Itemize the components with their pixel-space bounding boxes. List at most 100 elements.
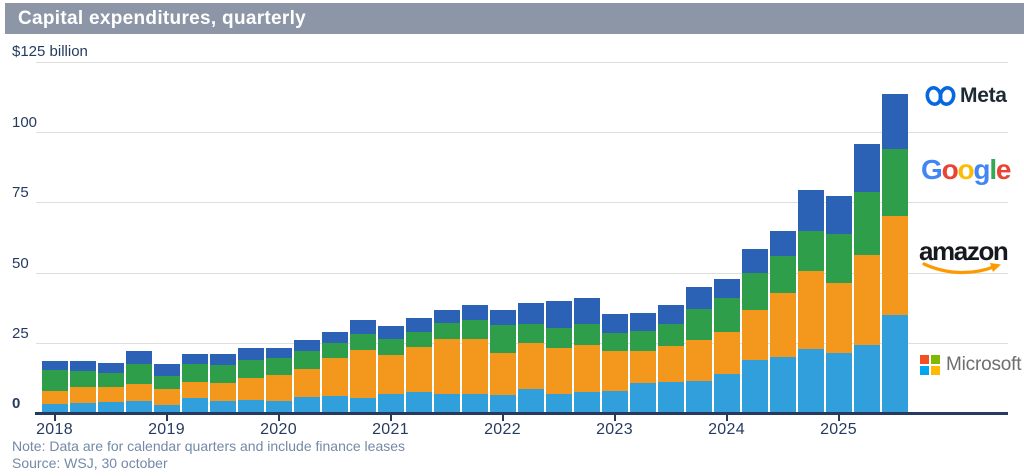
- x-tick-2024: [725, 415, 728, 421]
- bar-segment-2018-Q2-microsoft: [69, 402, 96, 413]
- gridline-100: [36, 132, 1008, 133]
- bar-segment-2021-Q4-google: [461, 319, 488, 340]
- x-axis-label-2024: 2024: [708, 421, 745, 438]
- bar-segment-2019-Q2-microsoft: [181, 398, 208, 413]
- legend-item-meta: Meta: [925, 84, 1007, 108]
- bar-segment-2020-Q3-google: [321, 343, 348, 359]
- bar-segment-2019-Q4-amazon: [237, 377, 264, 401]
- bar-segment-2024-Q1-meta: [713, 278, 740, 298]
- bar-segment-2023-Q2-google: [629, 331, 656, 351]
- legend-label-microsoft: Microsoft: [946, 354, 1022, 375]
- bar-segment-2024-Q2-amazon: [741, 310, 768, 360]
- y-tick-label-50: 50: [12, 254, 29, 272]
- bar-segment-2018-Q3-amazon: [97, 387, 124, 403]
- bar-segment-2022-Q4-google: [573, 323, 600, 346]
- bar-segment-2021-Q1-google: [377, 338, 404, 356]
- bar-segment-2022-Q2-amazon: [517, 343, 544, 389]
- bar-segment-2020-Q4-amazon: [349, 350, 376, 398]
- bar-segment-2021-Q2-microsoft: [405, 392, 432, 413]
- bar-segment-2021-Q2-google: [405, 331, 432, 347]
- bar-segment-2021-Q4-meta: [461, 304, 488, 320]
- google-letter: g: [973, 154, 990, 185]
- bar-segment-2021-Q4-amazon: [461, 339, 488, 394]
- bar-segment-2024-Q1-google: [713, 297, 740, 332]
- bar-segment-2024-Q2-meta: [741, 249, 768, 274]
- bar-segment-2020-Q2-meta: [293, 339, 320, 352]
- x-axis-label-2023: 2023: [596, 421, 633, 438]
- bar-segment-2023-Q2-amazon: [629, 350, 656, 383]
- bar-segment-2019-Q2-google: [181, 364, 208, 382]
- x-axis-label-2021: 2021: [372, 421, 409, 438]
- bar-segment-2025-Q1-microsoft: [825, 352, 852, 413]
- y-tick-label-25: 25: [12, 324, 29, 342]
- bar-segment-2024-Q4-microsoft: [797, 349, 824, 413]
- bar-segment-2018-Q4-microsoft: [125, 400, 152, 413]
- x-tick-2022: [501, 415, 504, 421]
- bar-segment-2022-Q3-google: [545, 327, 572, 349]
- bar-segment-2021-Q4-microsoft: [461, 393, 488, 413]
- gridline-125: [36, 61, 1008, 63]
- bar-segment-2025-Q2-meta: [853, 144, 880, 193]
- bar-segment-2023-Q1-amazon: [601, 351, 628, 392]
- legend-label-amazon: amazon: [919, 236, 1009, 266]
- bar-segment-2023-Q2-microsoft: [629, 382, 656, 413]
- google-wordmark-icon: Google: [921, 154, 1012, 186]
- bar-segment-2023-Q1-google: [601, 333, 628, 352]
- bar-segment-2020-Q1-microsoft: [265, 400, 292, 413]
- x-tick-2021: [389, 415, 392, 421]
- bar-segment-2021-Q3-google: [433, 322, 460, 340]
- bar-segment-2024-Q3-meta: [769, 230, 796, 257]
- bar-segment-2024-Q3-google: [769, 256, 796, 294]
- amazon-smile-icon: [922, 262, 1001, 275]
- note-text: Note: Data are for calendar quarters and…: [12, 438, 406, 454]
- bar-segment-2024-Q1-microsoft: [713, 373, 740, 413]
- bar-segment-2019-Q4-google: [237, 359, 264, 378]
- bar-segment-2023-Q2-meta: [629, 313, 656, 332]
- bar-segment-2024-Q2-google: [741, 273, 768, 311]
- bar-segment-2019-Q4-meta: [237, 347, 264, 360]
- bar-segment-2020-Q1-google: [265, 358, 292, 376]
- bar-segment-2024-Q2-microsoft: [741, 359, 768, 413]
- bar-segment-2020-Q1-meta: [265, 347, 292, 359]
- google-letter: o: [957, 154, 975, 185]
- bar-segment-2019-Q2-meta: [181, 353, 208, 365]
- meta-infinity-icon: [925, 86, 956, 106]
- bar-segment-2018-Q3-meta: [97, 362, 124, 373]
- bar-segment-2025-Q3-google: [881, 148, 908, 217]
- bar-segment-2025-Q3-microsoft: [881, 314, 908, 413]
- page-title: Capital expenditures, quarterly: [18, 8, 307, 29]
- bar-segment-2018-Q2-amazon: [69, 386, 96, 403]
- y-tick-label-100: 100: [12, 114, 38, 131]
- bar-segment-2025-Q3-amazon: [881, 216, 908, 315]
- bar-segment-2023-Q1-microsoft: [601, 391, 628, 413]
- bar-segment-2020-Q4-meta: [349, 320, 376, 335]
- bar-segment-2021-Q1-microsoft: [377, 394, 404, 413]
- bar-segment-2018-Q1-google: [41, 370, 68, 391]
- bar-segment-2025-Q2-amazon: [853, 255, 880, 345]
- bar-segment-2024-Q3-amazon: [769, 293, 796, 357]
- bar-segment-2022-Q4-meta: [573, 298, 600, 324]
- x-tick-2020: [277, 415, 280, 421]
- bar-segment-2020-Q3-amazon: [321, 358, 348, 397]
- microsoft-square: [931, 355, 940, 364]
- bar-segment-2024-Q3-microsoft: [769, 356, 796, 413]
- bar-segment-2020-Q1-amazon: [265, 375, 292, 401]
- bar-segment-2019-Q4-microsoft: [237, 400, 264, 413]
- bar-segment-2022-Q2-meta: [517, 302, 544, 325]
- bar-segment-2021-Q1-meta: [377, 326, 404, 339]
- bar-segment-2019-Q1-amazon: [153, 389, 180, 405]
- bar-segment-2021-Q1-amazon: [377, 355, 404, 395]
- microsoft-squares-icon: [920, 355, 940, 375]
- bar-segment-2025-Q1-google: [825, 234, 852, 283]
- bar-segment-2025-Q3-meta: [881, 94, 908, 149]
- google-letter: G: [921, 154, 943, 185]
- y-tick-label-0: 0: [12, 395, 21, 412]
- bar-segment-2020-Q2-microsoft: [293, 396, 320, 413]
- bar-segment-2020-Q4-microsoft: [349, 397, 376, 413]
- x-axis-label-2018: 2018: [36, 421, 73, 438]
- x-tick-2023: [613, 415, 616, 421]
- bar-segment-2018-Q2-google: [69, 371, 96, 387]
- bar-segment-2023-Q4-microsoft: [685, 380, 712, 413]
- gridline-50: [36, 272, 1008, 274]
